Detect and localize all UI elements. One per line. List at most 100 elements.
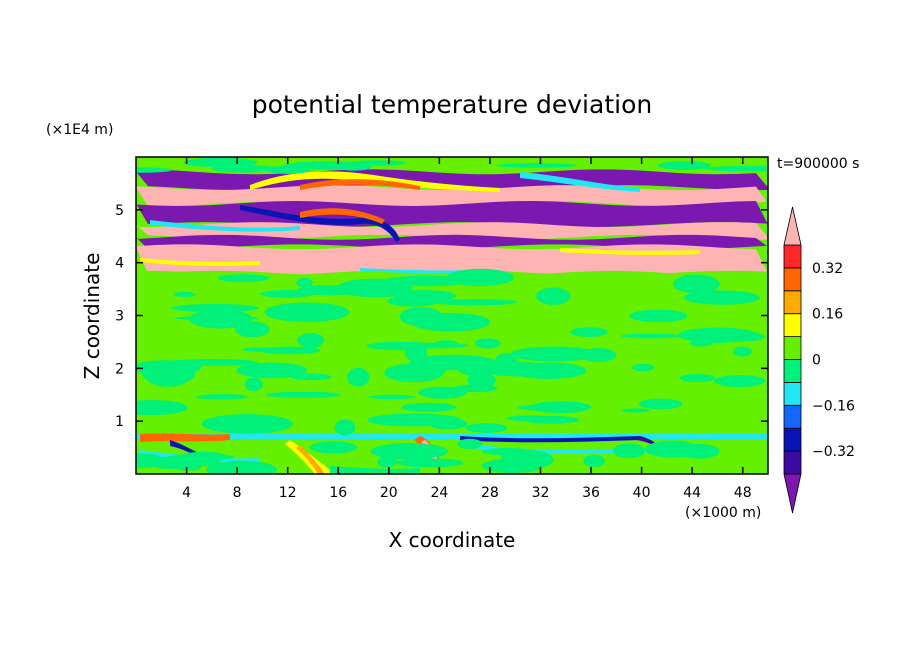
- contour-patch: [336, 278, 413, 298]
- contour-patch: [296, 277, 313, 288]
- x-unit-label: (×1000 m): [685, 505, 761, 521]
- colorbar-swatch: [783, 404, 802, 429]
- contour-patch: [621, 333, 681, 339]
- y-axis: 1 2 3 4 5: [115, 203, 768, 430]
- contour-patch: [189, 309, 253, 329]
- contour-patch: [621, 408, 651, 413]
- contour-patch: [201, 414, 293, 434]
- contour-patch: [206, 460, 277, 474]
- contour-filament: [300, 179, 420, 190]
- contour-patch: [297, 332, 324, 349]
- contour-patch: [347, 367, 370, 387]
- x-tick-label: 32: [532, 485, 550, 501]
- contour-patch: [510, 346, 599, 362]
- contour-patch: [467, 372, 496, 389]
- contour-patch: [457, 438, 483, 449]
- contour-filament: [520, 172, 640, 192]
- colorbar-extend-max: [783, 206, 802, 246]
- x-tick-label: 28: [481, 485, 499, 501]
- x-tick-label: 44: [683, 485, 701, 501]
- x-axis-label: X coordinate: [389, 528, 516, 552]
- contour-patch: [683, 290, 760, 305]
- contour-patch: [714, 375, 766, 388]
- contour-patch: [168, 453, 234, 461]
- contour-patch: [136, 453, 160, 460]
- contour-patch: [396, 458, 464, 468]
- contour-patch: [136, 400, 188, 416]
- colorbar-tick-label: −0.32: [812, 444, 855, 460]
- contour-patch: [678, 443, 720, 459]
- colorbar: 0.32 0.16 0 −0.16 −0.32: [783, 206, 855, 514]
- x-tick-label: 16: [329, 485, 347, 501]
- contour-filament: [150, 220, 300, 232]
- x-tick-label: 8: [233, 485, 242, 501]
- contour-patch: [334, 419, 356, 436]
- colorbar-swatch: [783, 450, 802, 475]
- contour-patch: [501, 449, 549, 467]
- contour-patch: [258, 346, 321, 355]
- x-tick-label: 36: [582, 485, 600, 501]
- contour-patch: [570, 327, 608, 337]
- contour-patch: [510, 362, 587, 379]
- contour-patch: [629, 309, 688, 323]
- contour-patch: [394, 294, 446, 300]
- contour-patch: [195, 394, 248, 400]
- contour-patch: [171, 303, 259, 313]
- contour-layer: [136, 185, 768, 206]
- plot-area: [136, 157, 768, 474]
- colorbar-swatch: [783, 336, 802, 360]
- contour-patch: [453, 384, 498, 393]
- contour-filament: [300, 208, 385, 224]
- contour-patch: [236, 362, 308, 379]
- contour-patch: [217, 274, 270, 282]
- x-tick-label: 24: [430, 485, 448, 501]
- x-tick-label: 12: [279, 485, 297, 501]
- contour-patch: [631, 363, 655, 372]
- chart-title: potential temperature deviation: [252, 90, 652, 119]
- x-tick-label: 4: [182, 485, 191, 501]
- colorbar-tick-label: 0.32: [812, 261, 843, 277]
- y-tick-label: 5: [115, 203, 124, 219]
- contour-patch: [367, 413, 462, 427]
- contour-filament: [140, 433, 230, 442]
- contour-patch: [583, 455, 605, 467]
- contour-patch: [231, 423, 254, 429]
- colorbar-swatch: [783, 359, 802, 383]
- colorbar-swatch: [783, 381, 802, 406]
- colorbar-swatch: [783, 267, 802, 292]
- y-unit-label: (×1E4 m): [46, 122, 113, 138]
- contour-patch: [510, 368, 534, 375]
- contour-patch: [345, 160, 407, 166]
- y-tick-label: 2: [115, 361, 124, 377]
- contour-features: [136, 157, 768, 474]
- contour-patch: [722, 332, 766, 342]
- contour-patch: [474, 338, 501, 349]
- contour-patch: [368, 394, 416, 400]
- contour-patch: [289, 373, 332, 381]
- colorbar-swatch: [783, 427, 802, 452]
- contour-patch: [411, 312, 490, 332]
- contour-patch: [410, 354, 497, 371]
- contour-patch: [146, 367, 191, 387]
- contour-filament: [460, 436, 640, 443]
- contour-patch: [536, 287, 571, 305]
- contour-patch: [732, 346, 752, 357]
- colorbar-tick-label: −0.16: [812, 398, 855, 414]
- contour-filament: [140, 450, 260, 463]
- contour-layer: [136, 431, 768, 474]
- contour-filament: [330, 466, 420, 474]
- contour-patch: [265, 391, 341, 398]
- contour-patch: [418, 386, 467, 399]
- contour-patch: [264, 302, 350, 322]
- colorbar-tick-label: 0.16: [812, 307, 843, 323]
- contour-patch: [581, 348, 617, 363]
- contour-filament: [360, 268, 480, 274]
- contour-patch: [136, 167, 173, 173]
- x-tick-label: 20: [380, 485, 398, 501]
- contour-patch: [433, 299, 518, 306]
- contour-patch: [173, 291, 197, 297]
- contour-patch: [506, 415, 555, 422]
- x-axis: 4 8 12 16 20 24 28 32 36 40 44 48: [182, 157, 752, 501]
- contour-patch: [517, 404, 588, 412]
